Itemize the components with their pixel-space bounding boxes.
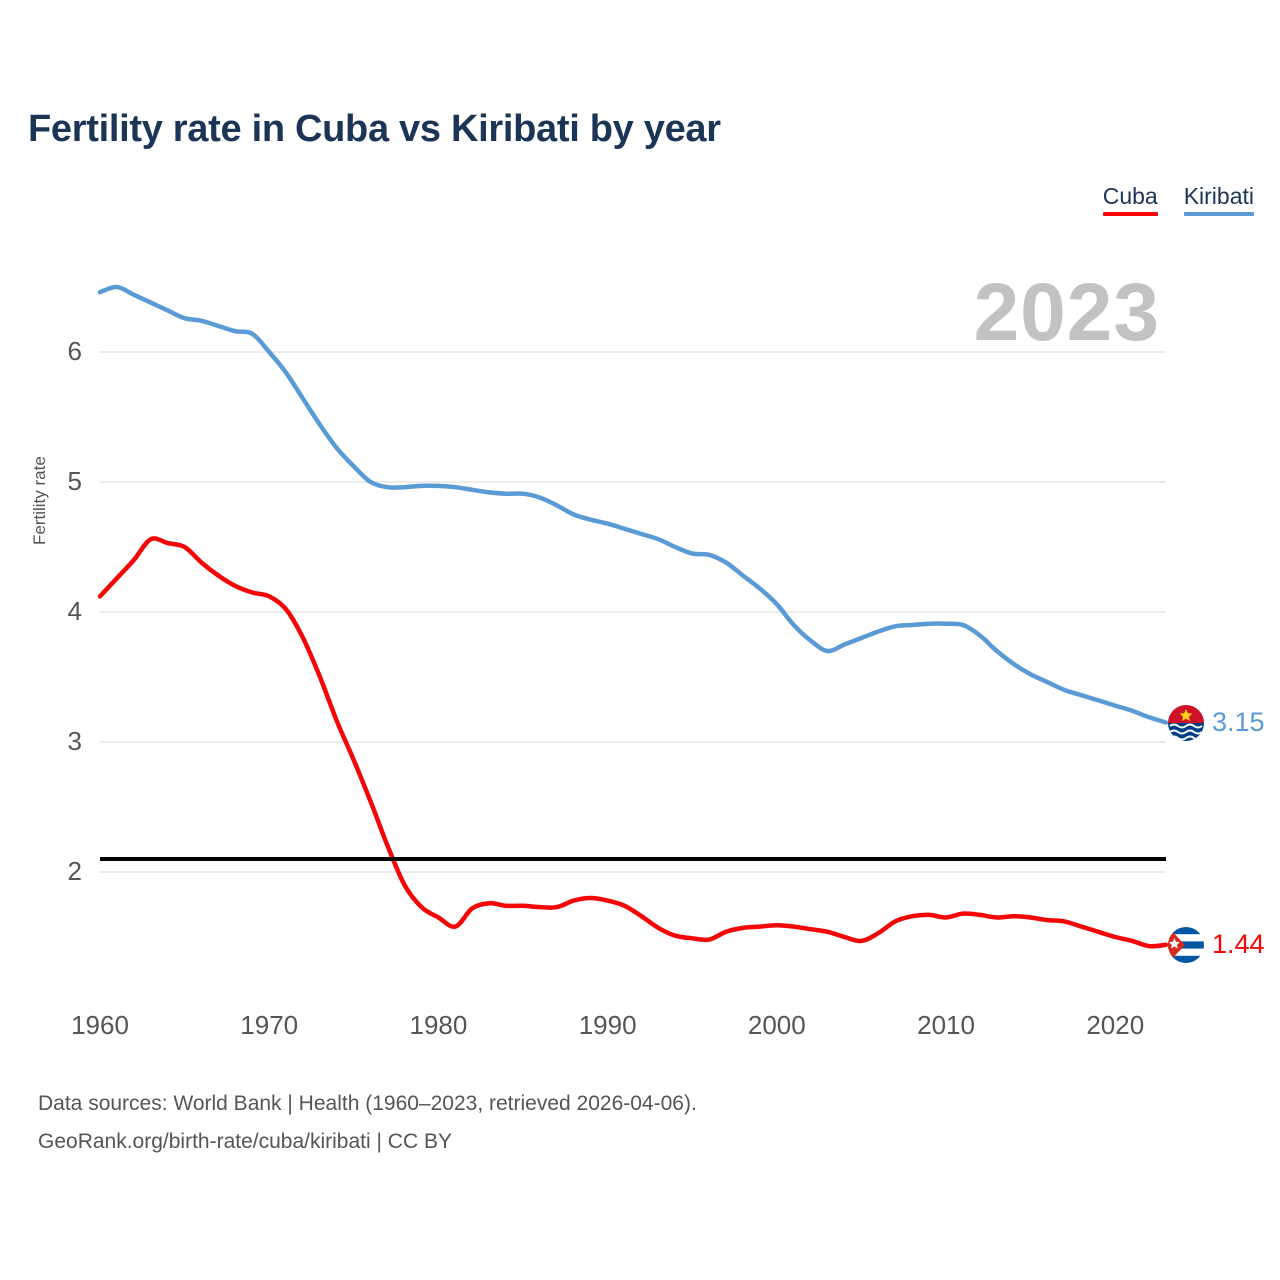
legend-item-cuba[interactable]: Cuba [1102,183,1158,216]
year-watermark: 2023 [973,267,1160,358]
y-tick-label: 4 [67,596,82,626]
y-tick-label: 3 [67,726,82,756]
footer-line-attribution: GeoRank.org/birth-rate/cuba/kiribati | C… [38,1130,452,1153]
x-tick-label: 1960 [71,1010,129,1040]
page-title: Fertility rate in Cuba vs Kiribati by ye… [28,108,721,150]
cuba-flag-icon [1168,926,1204,963]
footer: Data sources: World Bank | Health (1960–… [38,1085,697,1161]
legend-label-cuba: Cuba [1102,183,1158,209]
kiribati-flag-icon [1168,704,1204,741]
end-label-cuba: 1.44 [1168,926,1265,963]
end-value-kiribati: 3.15 [1212,707,1265,737]
legend: Cuba Kiribati [1102,183,1254,216]
legend-item-kiribati[interactable]: Kiribati [1183,183,1254,216]
x-tick-label: 2000 [747,1010,806,1040]
x-tick-label: 2020 [1086,1010,1145,1040]
x-tick-label: 2010 [917,1010,975,1040]
x-tick-label: 1990 [578,1010,637,1040]
y-tick-label: 5 [67,466,82,496]
x-tick-label: 1980 [409,1010,468,1040]
series-line-kiribati [97,284,1169,725]
y-tick-label: 6 [67,336,82,366]
end-label-kiribati: 3.15 [1168,704,1265,741]
footer-line-sources: Data sources: World Bank | Health (1960–… [38,1092,697,1115]
series-line-cuba [97,536,1169,949]
legend-color-swatch-cuba [1102,212,1158,216]
series-lines [97,284,1169,949]
y-tick-label: 2 [67,856,82,886]
end-value-cuba: 1.44 [1212,929,1265,960]
legend-color-swatch-kiribati [1183,212,1254,216]
legend-label-kiribati: Kiribati [1183,183,1254,209]
gridlines [100,351,1166,873]
x-tick-label: 1970 [240,1010,299,1040]
